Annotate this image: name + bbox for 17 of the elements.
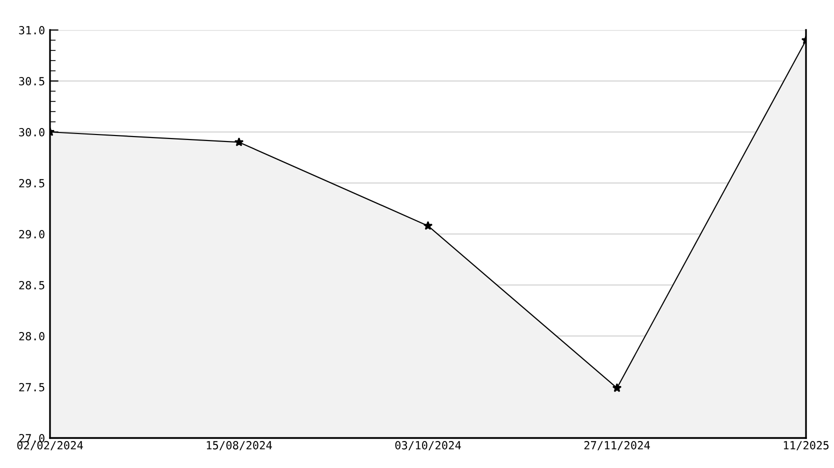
x-tick-label: 02/02/2024 bbox=[17, 441, 83, 450]
y-tick-label: 29.0 bbox=[19, 230, 44, 238]
point bbox=[234, 137, 244, 146]
y-tick-label: 27.5 bbox=[19, 383, 44, 392]
x-tick-label: 27/11/2024 bbox=[584, 441, 650, 450]
y-tick-label: 29.5 bbox=[19, 179, 44, 188]
x-tick-label: 11/2025 bbox=[784, 441, 829, 450]
y-tick-label: 28.0 bbox=[19, 332, 44, 340]
y-tick-label: 31.0 bbox=[19, 26, 44, 34]
y-tick-label: 30.0 bbox=[19, 128, 44, 136]
point bbox=[612, 383, 622, 392]
y-tick-label: 27.0 bbox=[19, 434, 44, 442]
y-tick-label: 28.5 bbox=[19, 281, 44, 290]
point bbox=[423, 220, 433, 230]
x-tick-label: 15/08/2024 bbox=[206, 441, 272, 450]
y-tick-label: 30.5 bbox=[19, 77, 44, 86]
x-tick-label: 03/10/2024 bbox=[395, 441, 461, 450]
